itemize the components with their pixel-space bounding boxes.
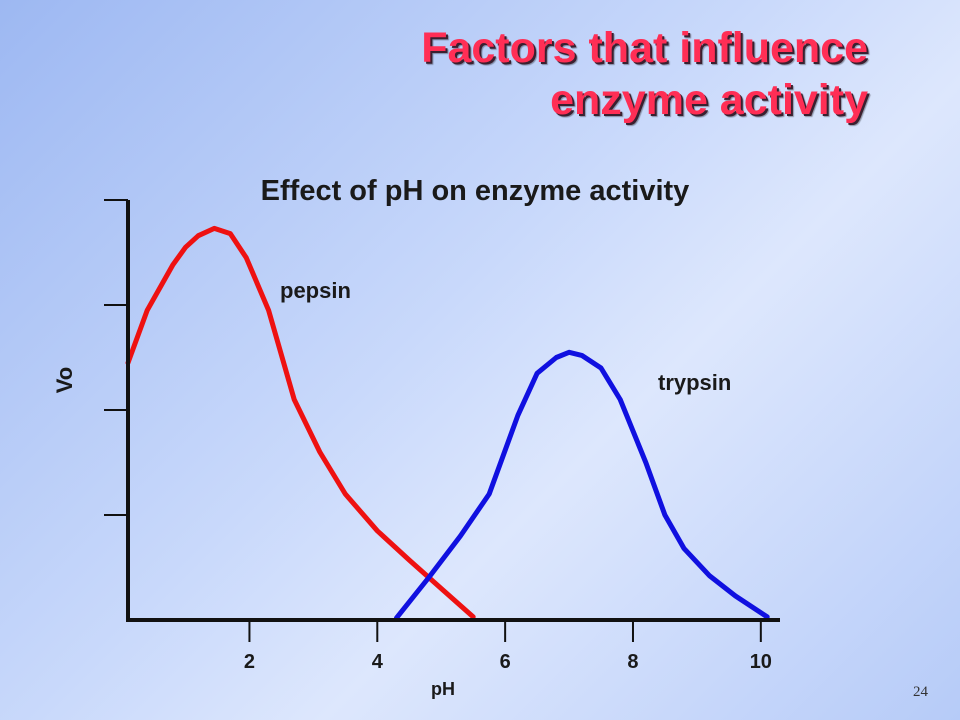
- x-tick-label-4: 4: [372, 651, 384, 673]
- slide-title-line-1: Factors that influence: [421, 24, 868, 72]
- series-line-pepsin: [125, 225, 476, 620]
- x-tick-label-8: 8: [627, 651, 638, 673]
- y-axis-label: Vo: [52, 367, 77, 393]
- slide-title-line-2: enzyme activity: [550, 76, 868, 124]
- chart-title: Effect of pH on enzyme activity: [261, 175, 690, 207]
- slide-title: Factors that influence enzyme activity: [168, 22, 868, 126]
- label-layer: 2 4 6 8 10 pH Vo pepsin trypsin: [52, 278, 772, 699]
- x-axis-label: pH: [431, 679, 455, 699]
- page-number: 24: [913, 684, 928, 700]
- axes-layer: [104, 199, 780, 642]
- series-line-trypsin: [394, 349, 770, 621]
- x-tick-label-6: 6: [500, 651, 511, 673]
- x-tick-label-10: 10: [750, 651, 772, 673]
- x-tick-label-2: 2: [244, 651, 255, 673]
- series-label-trypsin: trypsin: [658, 370, 731, 395]
- series-label-pepsin: pepsin: [280, 278, 351, 303]
- series-layer: [125, 225, 770, 621]
